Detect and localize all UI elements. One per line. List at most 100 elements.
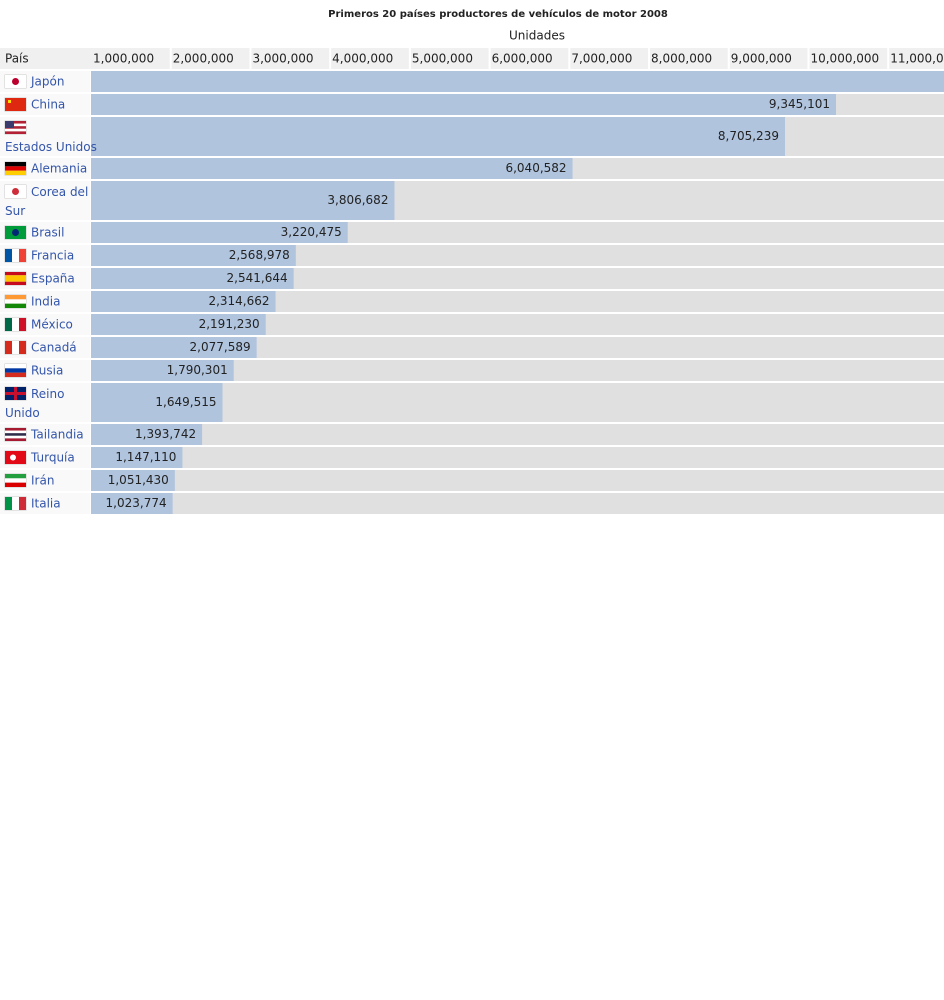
flag-stripe xyxy=(5,372,26,377)
flag-emblem xyxy=(5,121,14,128)
flag-stripe xyxy=(5,278,26,282)
label-line: Unido xyxy=(5,406,40,420)
bar-background xyxy=(91,447,944,468)
category-label: Francia xyxy=(31,249,74,263)
value-label: 1,393,742 xyxy=(135,427,196,441)
bar xyxy=(91,181,395,220)
category-label: Corea del Sur xyxy=(5,185,92,218)
value-label: 9,345,101 xyxy=(769,97,830,111)
bar xyxy=(91,360,234,381)
bar xyxy=(91,424,203,445)
flag-stripe xyxy=(5,98,26,111)
value-label: 2,568,978 xyxy=(229,248,290,262)
bar-background xyxy=(91,291,944,312)
value-label: 2,314,662 xyxy=(208,294,269,308)
flag-stripe xyxy=(5,430,26,434)
bar-background xyxy=(91,314,944,335)
category-header: País xyxy=(5,52,29,66)
category-label: Rusia xyxy=(31,364,63,378)
flag-stripe xyxy=(19,341,26,354)
flag-stripe xyxy=(5,166,26,171)
flag-stripe xyxy=(12,341,19,354)
category-label: China xyxy=(31,98,65,112)
bar-background xyxy=(91,360,944,381)
bar xyxy=(91,222,348,243)
x-tick-label: 3,000,000 xyxy=(252,52,313,66)
category-label: Italia xyxy=(31,497,61,511)
flag-stripe xyxy=(5,299,26,304)
category-label: Turquía xyxy=(30,451,75,465)
flag-stripe xyxy=(5,128,26,132)
label-line: Reino xyxy=(31,387,68,401)
flag-stripe xyxy=(5,482,26,487)
bar xyxy=(91,493,173,514)
category-label: Japón xyxy=(30,75,64,89)
category-label: Brasil xyxy=(31,226,64,240)
flag-stripe xyxy=(5,249,12,262)
flag-stripe xyxy=(5,162,26,167)
category-label: Alemania xyxy=(31,162,87,176)
category-label: Canadá xyxy=(31,341,77,355)
flag-stripe xyxy=(5,474,26,479)
x-tick-label: 10,000,000 xyxy=(810,52,879,66)
flag-emblem xyxy=(8,100,11,103)
flag-stripe xyxy=(19,249,26,262)
value-label: 2,077,589 xyxy=(190,340,251,354)
category-label: México xyxy=(31,318,73,332)
bar xyxy=(91,245,296,266)
flag-stripe xyxy=(5,272,26,276)
flag-stripe xyxy=(5,438,26,441)
flag-emblem xyxy=(12,229,19,236)
flag-emblem xyxy=(12,188,19,195)
flag-stripe xyxy=(5,131,26,134)
bar-background xyxy=(91,424,944,445)
category-label: Irán xyxy=(31,474,54,488)
bar-background xyxy=(91,268,944,289)
category-label: Estados Unidos xyxy=(5,140,97,154)
value-label: 1,790,301 xyxy=(167,363,228,377)
flag-stripe xyxy=(5,281,26,285)
x-tick-label: 7,000,000 xyxy=(571,52,632,66)
flag-stripe xyxy=(5,478,26,483)
x-axis-label: Unidades xyxy=(509,29,565,43)
flag-stripe xyxy=(5,275,26,279)
x-tick-label: 5,000,000 xyxy=(412,52,473,66)
flag-stripe xyxy=(19,497,26,510)
x-tick-label: 8,000,000 xyxy=(651,52,712,66)
value-label: 2,191,230 xyxy=(199,317,260,331)
bar-background xyxy=(91,337,944,358)
flag-stripe xyxy=(19,318,26,331)
flag-emblem xyxy=(10,454,16,461)
flag-stripe xyxy=(5,341,12,354)
flag-stripe xyxy=(5,170,26,175)
flag-stripe xyxy=(5,364,26,369)
label-line: Corea del xyxy=(31,185,92,199)
bar-background xyxy=(91,493,944,514)
x-tick-label: 9,000,000 xyxy=(731,52,792,66)
bar-background xyxy=(91,383,944,422)
x-tick-label: 6,000,000 xyxy=(492,52,553,66)
bar xyxy=(91,314,266,335)
flag-stripe xyxy=(12,497,19,510)
value-label: 3,220,475 xyxy=(281,225,342,239)
category-label: Tailandia xyxy=(30,428,84,442)
category-label: India xyxy=(31,295,60,309)
flag-stripe xyxy=(5,318,12,331)
header-row xyxy=(0,48,944,69)
value-label: 2,541,644 xyxy=(227,271,288,285)
flag-stripe xyxy=(5,123,26,127)
bar xyxy=(91,71,944,92)
value-label: 3,806,682 xyxy=(327,193,388,207)
label-line: Sur xyxy=(5,204,25,218)
flag-stripe xyxy=(12,249,19,262)
bar xyxy=(91,470,175,491)
bar xyxy=(91,291,276,312)
value-label: 8,705,239 xyxy=(718,129,779,143)
x-tick-label: 11,000,000 xyxy=(890,52,944,66)
flag-emblem xyxy=(12,78,19,85)
flag-stripe xyxy=(5,497,12,510)
bar xyxy=(91,268,294,289)
bar xyxy=(91,447,183,468)
